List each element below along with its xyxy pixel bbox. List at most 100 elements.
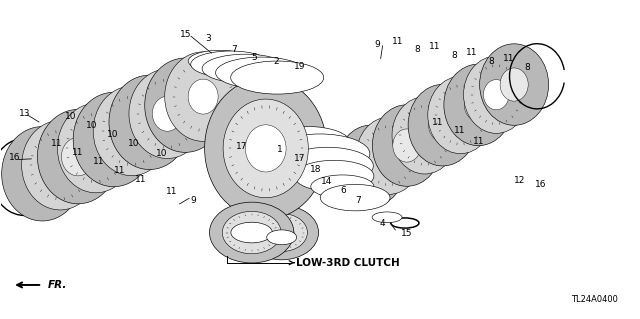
Ellipse shape	[269, 224, 294, 241]
Ellipse shape	[274, 130, 340, 156]
Ellipse shape	[412, 120, 438, 151]
Text: 3: 3	[205, 34, 211, 43]
Ellipse shape	[169, 86, 202, 124]
Text: 10: 10	[86, 121, 98, 130]
Ellipse shape	[205, 78, 327, 219]
Ellipse shape	[48, 122, 108, 192]
Ellipse shape	[318, 178, 367, 196]
Text: 8: 8	[451, 51, 457, 60]
Ellipse shape	[12, 139, 72, 209]
Ellipse shape	[392, 97, 458, 174]
Ellipse shape	[320, 184, 390, 211]
Text: 16: 16	[534, 181, 546, 189]
Text: 11: 11	[72, 148, 83, 157]
Text: 15: 15	[180, 30, 191, 39]
Ellipse shape	[231, 61, 324, 94]
Ellipse shape	[45, 148, 75, 183]
Ellipse shape	[58, 103, 134, 193]
Ellipse shape	[399, 105, 451, 166]
Text: FR.: FR.	[47, 280, 67, 290]
Text: 2: 2	[274, 57, 280, 66]
Ellipse shape	[237, 222, 266, 243]
Ellipse shape	[138, 79, 197, 149]
Ellipse shape	[38, 109, 118, 204]
Ellipse shape	[61, 137, 95, 176]
Ellipse shape	[216, 57, 307, 88]
Ellipse shape	[267, 230, 296, 245]
Ellipse shape	[145, 58, 226, 152]
Ellipse shape	[264, 126, 350, 160]
Ellipse shape	[376, 213, 399, 221]
Text: 14: 14	[321, 177, 332, 186]
Ellipse shape	[188, 50, 252, 72]
Ellipse shape	[245, 205, 319, 260]
Ellipse shape	[241, 65, 313, 90]
Ellipse shape	[435, 85, 486, 145]
Ellipse shape	[152, 96, 182, 131]
Text: 11: 11	[454, 126, 465, 135]
Ellipse shape	[428, 77, 493, 154]
Ellipse shape	[191, 51, 271, 78]
Ellipse shape	[311, 175, 374, 198]
Ellipse shape	[73, 92, 154, 187]
Ellipse shape	[393, 129, 421, 162]
Text: 8: 8	[525, 63, 531, 72]
Ellipse shape	[173, 62, 233, 131]
Ellipse shape	[120, 87, 179, 157]
Ellipse shape	[133, 103, 166, 142]
Ellipse shape	[282, 138, 358, 169]
Text: 11: 11	[135, 175, 147, 184]
Text: 11: 11	[166, 187, 177, 196]
Ellipse shape	[245, 125, 286, 172]
Ellipse shape	[129, 69, 206, 159]
Ellipse shape	[188, 79, 218, 114]
Ellipse shape	[479, 44, 548, 125]
Ellipse shape	[500, 68, 528, 101]
Ellipse shape	[381, 115, 433, 176]
Ellipse shape	[212, 57, 278, 80]
Text: TL24A0400: TL24A0400	[571, 295, 618, 304]
Ellipse shape	[356, 117, 422, 194]
Ellipse shape	[372, 105, 442, 186]
Text: 7: 7	[231, 45, 237, 55]
Ellipse shape	[26, 155, 59, 193]
Ellipse shape	[200, 54, 261, 74]
Text: 9: 9	[374, 40, 380, 49]
Text: 7: 7	[355, 196, 361, 205]
Text: 11: 11	[51, 139, 62, 148]
Ellipse shape	[81, 130, 111, 166]
Ellipse shape	[364, 125, 415, 186]
Ellipse shape	[408, 85, 477, 166]
Ellipse shape	[292, 152, 363, 180]
Ellipse shape	[357, 149, 385, 182]
Text: 11: 11	[502, 54, 514, 63]
Text: 12: 12	[513, 176, 525, 185]
Text: 11: 11	[392, 38, 404, 47]
Text: 15: 15	[401, 229, 412, 238]
Text: 11: 11	[429, 42, 441, 51]
Text: 13: 13	[19, 109, 31, 118]
Ellipse shape	[222, 211, 281, 254]
Ellipse shape	[259, 216, 304, 249]
Text: 8: 8	[488, 57, 494, 66]
Text: 10: 10	[65, 112, 77, 121]
Text: 11: 11	[466, 48, 477, 57]
Text: 8: 8	[414, 45, 420, 55]
Ellipse shape	[22, 121, 99, 210]
Text: 9: 9	[191, 196, 196, 205]
Ellipse shape	[66, 113, 126, 183]
Ellipse shape	[282, 147, 373, 184]
Ellipse shape	[465, 88, 492, 122]
Ellipse shape	[102, 96, 162, 166]
Ellipse shape	[417, 95, 468, 155]
Ellipse shape	[346, 136, 397, 196]
Text: 1: 1	[277, 145, 283, 154]
Ellipse shape	[270, 134, 370, 174]
Text: 11: 11	[472, 137, 484, 145]
Ellipse shape	[429, 108, 457, 142]
Ellipse shape	[270, 232, 293, 243]
Ellipse shape	[236, 225, 268, 241]
Ellipse shape	[195, 53, 244, 69]
Ellipse shape	[226, 61, 296, 85]
Text: 10: 10	[156, 149, 168, 158]
